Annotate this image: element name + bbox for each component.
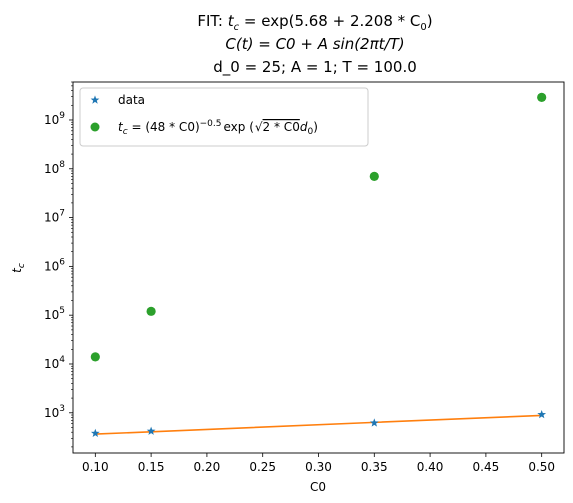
series-layer xyxy=(90,92,547,438)
y-tick-label: 109 xyxy=(44,111,65,127)
chart-title-line-1: FIT: tc = exp(5.68 + 2.208 * C0) xyxy=(197,12,432,33)
x-tick-label: 0.50 xyxy=(528,460,555,474)
y-axis-label: tc xyxy=(10,263,27,273)
star-icon xyxy=(90,95,100,104)
data-point xyxy=(369,418,379,427)
x-tick-label: 0.20 xyxy=(194,460,221,474)
y-tick-label: 104 xyxy=(44,355,65,371)
x-axis-label: C0 xyxy=(310,480,326,494)
x-tick-label: 0.40 xyxy=(417,460,444,474)
legend-frame xyxy=(79,87,369,147)
x-tick-label: 0.10 xyxy=(82,460,109,474)
x-tick-label: 0.30 xyxy=(305,460,332,474)
data-point xyxy=(537,409,547,419)
series-fit-line xyxy=(95,414,542,435)
y-tick-label: 108 xyxy=(44,160,65,176)
legend-marker-formula xyxy=(90,122,100,132)
y-tick-label: 107 xyxy=(44,209,65,225)
x-tick-label: 0.25 xyxy=(249,460,276,474)
x-tick-label: 0.45 xyxy=(473,460,500,474)
y-tick-label: 103 xyxy=(44,404,65,420)
y-tick-label: 105 xyxy=(44,306,65,322)
data-point xyxy=(90,428,100,438)
formula-point xyxy=(537,92,547,103)
x-tick-label: 0.35 xyxy=(361,460,388,474)
x-tick-label: 0.15 xyxy=(138,460,165,474)
y-axis: 103 104 105 106 107 108 109 xyxy=(44,81,73,448)
formula-point xyxy=(146,306,156,316)
chart-title-line-3: d_0 = 25; A = 1; T = 100.0 xyxy=(213,58,417,77)
data-point xyxy=(146,426,156,435)
legend-marker-data xyxy=(90,95,100,104)
x-axis: 0.10 0.15 0.20 0.25 0.30 0.35 0.40 0.45 0.50 xyxy=(82,453,555,474)
chart-title-line-2: C(t) = C0 + A sin(2πt/T) xyxy=(225,35,404,53)
formula-point xyxy=(90,352,100,362)
formula-point xyxy=(369,171,379,181)
legend-label-formula: tc = (48 * C0)−0.5 exp (√2 * C0d0) xyxy=(118,119,318,137)
legend-label-data: data xyxy=(118,93,145,107)
legend: data tc = (48 * C0)−0.5 exp (√2 * C0d0) xyxy=(79,87,369,147)
y-tick-label: 106 xyxy=(44,257,65,273)
